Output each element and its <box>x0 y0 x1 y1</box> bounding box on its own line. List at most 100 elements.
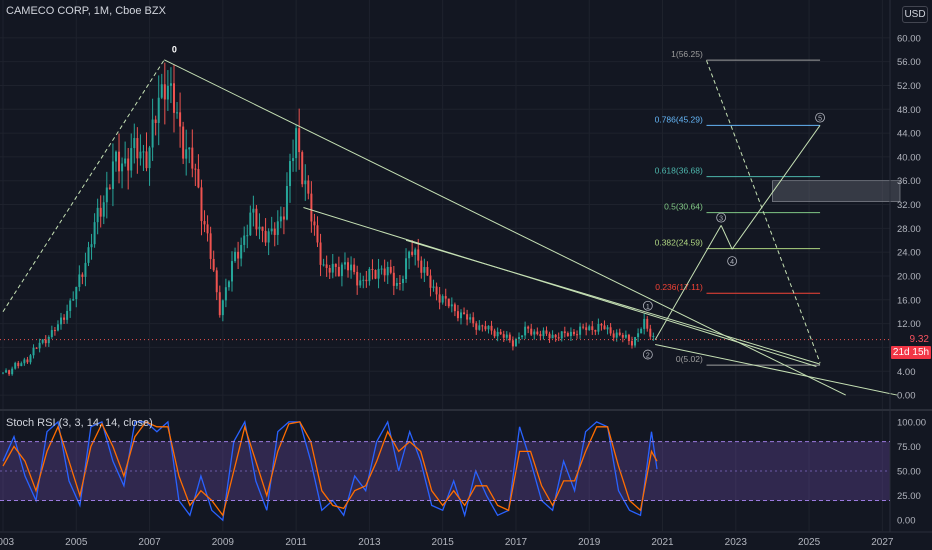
candle-body <box>319 242 322 265</box>
trendline-dashed <box>2 59 165 312</box>
candle-body <box>227 281 230 288</box>
candle-body <box>331 263 334 273</box>
candle-body <box>438 294 441 303</box>
candle-body <box>377 268 380 279</box>
candle-body <box>499 331 502 335</box>
time-tick-label: 2021 <box>651 537 674 548</box>
stoch-tick-label: 25.00 <box>897 491 921 502</box>
candle-body <box>432 286 435 288</box>
candle-body <box>325 264 328 268</box>
candle-body <box>224 287 227 301</box>
candle-body <box>551 334 554 339</box>
candle-body <box>435 286 438 295</box>
candle-body <box>105 187 108 203</box>
candle-body <box>313 221 316 226</box>
candle-body <box>401 279 404 284</box>
candle-body <box>38 342 41 349</box>
candle-body <box>215 270 218 293</box>
candle-body <box>621 334 624 338</box>
candle-body <box>63 317 66 320</box>
candle-body <box>429 275 432 288</box>
candle-body <box>56 324 59 331</box>
candle-body <box>466 314 469 320</box>
candle-body <box>389 266 392 273</box>
candle-body <box>93 222 96 245</box>
candle-body <box>334 263 337 267</box>
candle-body <box>151 119 154 148</box>
candle-body <box>200 187 203 222</box>
candle-body <box>322 264 325 266</box>
drawing-tools-layer[interactable]: 1(56.25) 0.786(45.29) 0.618(36.68) 0.5(30.6… <box>2 45 901 396</box>
candle-body <box>139 151 142 159</box>
wave-label: 3 <box>719 216 723 223</box>
price-tick-label: 44.00 <box>897 129 921 140</box>
candle-body <box>172 83 175 113</box>
candle-body <box>594 330 597 332</box>
time-tick-label: 2007 <box>138 537 161 548</box>
wave-leg <box>720 225 733 250</box>
candle-body <box>405 258 408 280</box>
candle-body <box>456 311 459 319</box>
candle-body <box>652 335 655 337</box>
candle-body <box>75 286 78 300</box>
candle-body <box>640 328 643 334</box>
candle-body <box>359 280 362 286</box>
candle-body <box>17 362 20 367</box>
currency-button[interactable]: USD <box>902 6 928 23</box>
candle-body <box>386 266 389 276</box>
candle-body <box>285 186 288 220</box>
candle-body <box>5 370 8 373</box>
candle-body <box>32 347 35 356</box>
candle-body <box>459 312 462 319</box>
candle-body <box>133 138 136 149</box>
price-tick-label: 32.00 <box>897 200 921 211</box>
price-tick-label: 24.00 <box>897 248 921 259</box>
candle-body <box>20 363 23 367</box>
candle-body <box>237 251 240 259</box>
candle-body <box>441 296 444 303</box>
candle-body <box>368 268 371 282</box>
candle-body <box>566 333 569 337</box>
candle-body <box>536 331 539 335</box>
candle-body <box>267 231 270 243</box>
candle-body <box>66 310 69 320</box>
trendline-mid <box>303 207 817 367</box>
candle-body <box>289 161 292 187</box>
candle-body <box>444 296 447 299</box>
candle-body <box>298 128 301 153</box>
fib-level-label: 1(56.25) <box>671 49 703 59</box>
time-tick-label: 2019 <box>578 537 601 548</box>
candle-body <box>127 158 130 171</box>
stoch-rsi-title[interactable]: Stoch RSI (3, 3, 14, 14, close) <box>6 417 153 429</box>
candle-body <box>603 325 606 330</box>
candle-body <box>533 331 536 335</box>
candle-body <box>185 149 188 159</box>
grid-lines <box>0 0 890 531</box>
candle-body <box>347 262 350 271</box>
candle-body <box>493 330 496 337</box>
candle-body <box>563 331 566 334</box>
projection-dashed <box>706 60 821 364</box>
candle-body <box>163 84 166 100</box>
candle-body <box>99 207 102 217</box>
time-tick-label: 2011 <box>285 537 307 548</box>
candle-body <box>182 126 185 159</box>
candle-body <box>618 332 621 335</box>
candle-body <box>615 332 618 338</box>
time-tick-label: 2025 <box>798 537 821 548</box>
candle-body <box>576 334 579 336</box>
candle-body <box>472 317 475 324</box>
candle-body <box>365 279 368 282</box>
candle-body <box>450 304 453 307</box>
price-tick-label: 40.00 <box>897 152 921 163</box>
wave-label: 1 <box>646 304 650 311</box>
price-tick-label: 28.00 <box>897 224 921 235</box>
price-tick-label: 0.00 <box>897 391 916 402</box>
candle-body <box>579 326 582 335</box>
candle-body <box>26 359 29 363</box>
fib-level-label: 0(5.02) <box>676 354 703 364</box>
candle-body <box>166 85 169 100</box>
candle-body <box>560 331 563 339</box>
candle-body <box>29 355 32 363</box>
